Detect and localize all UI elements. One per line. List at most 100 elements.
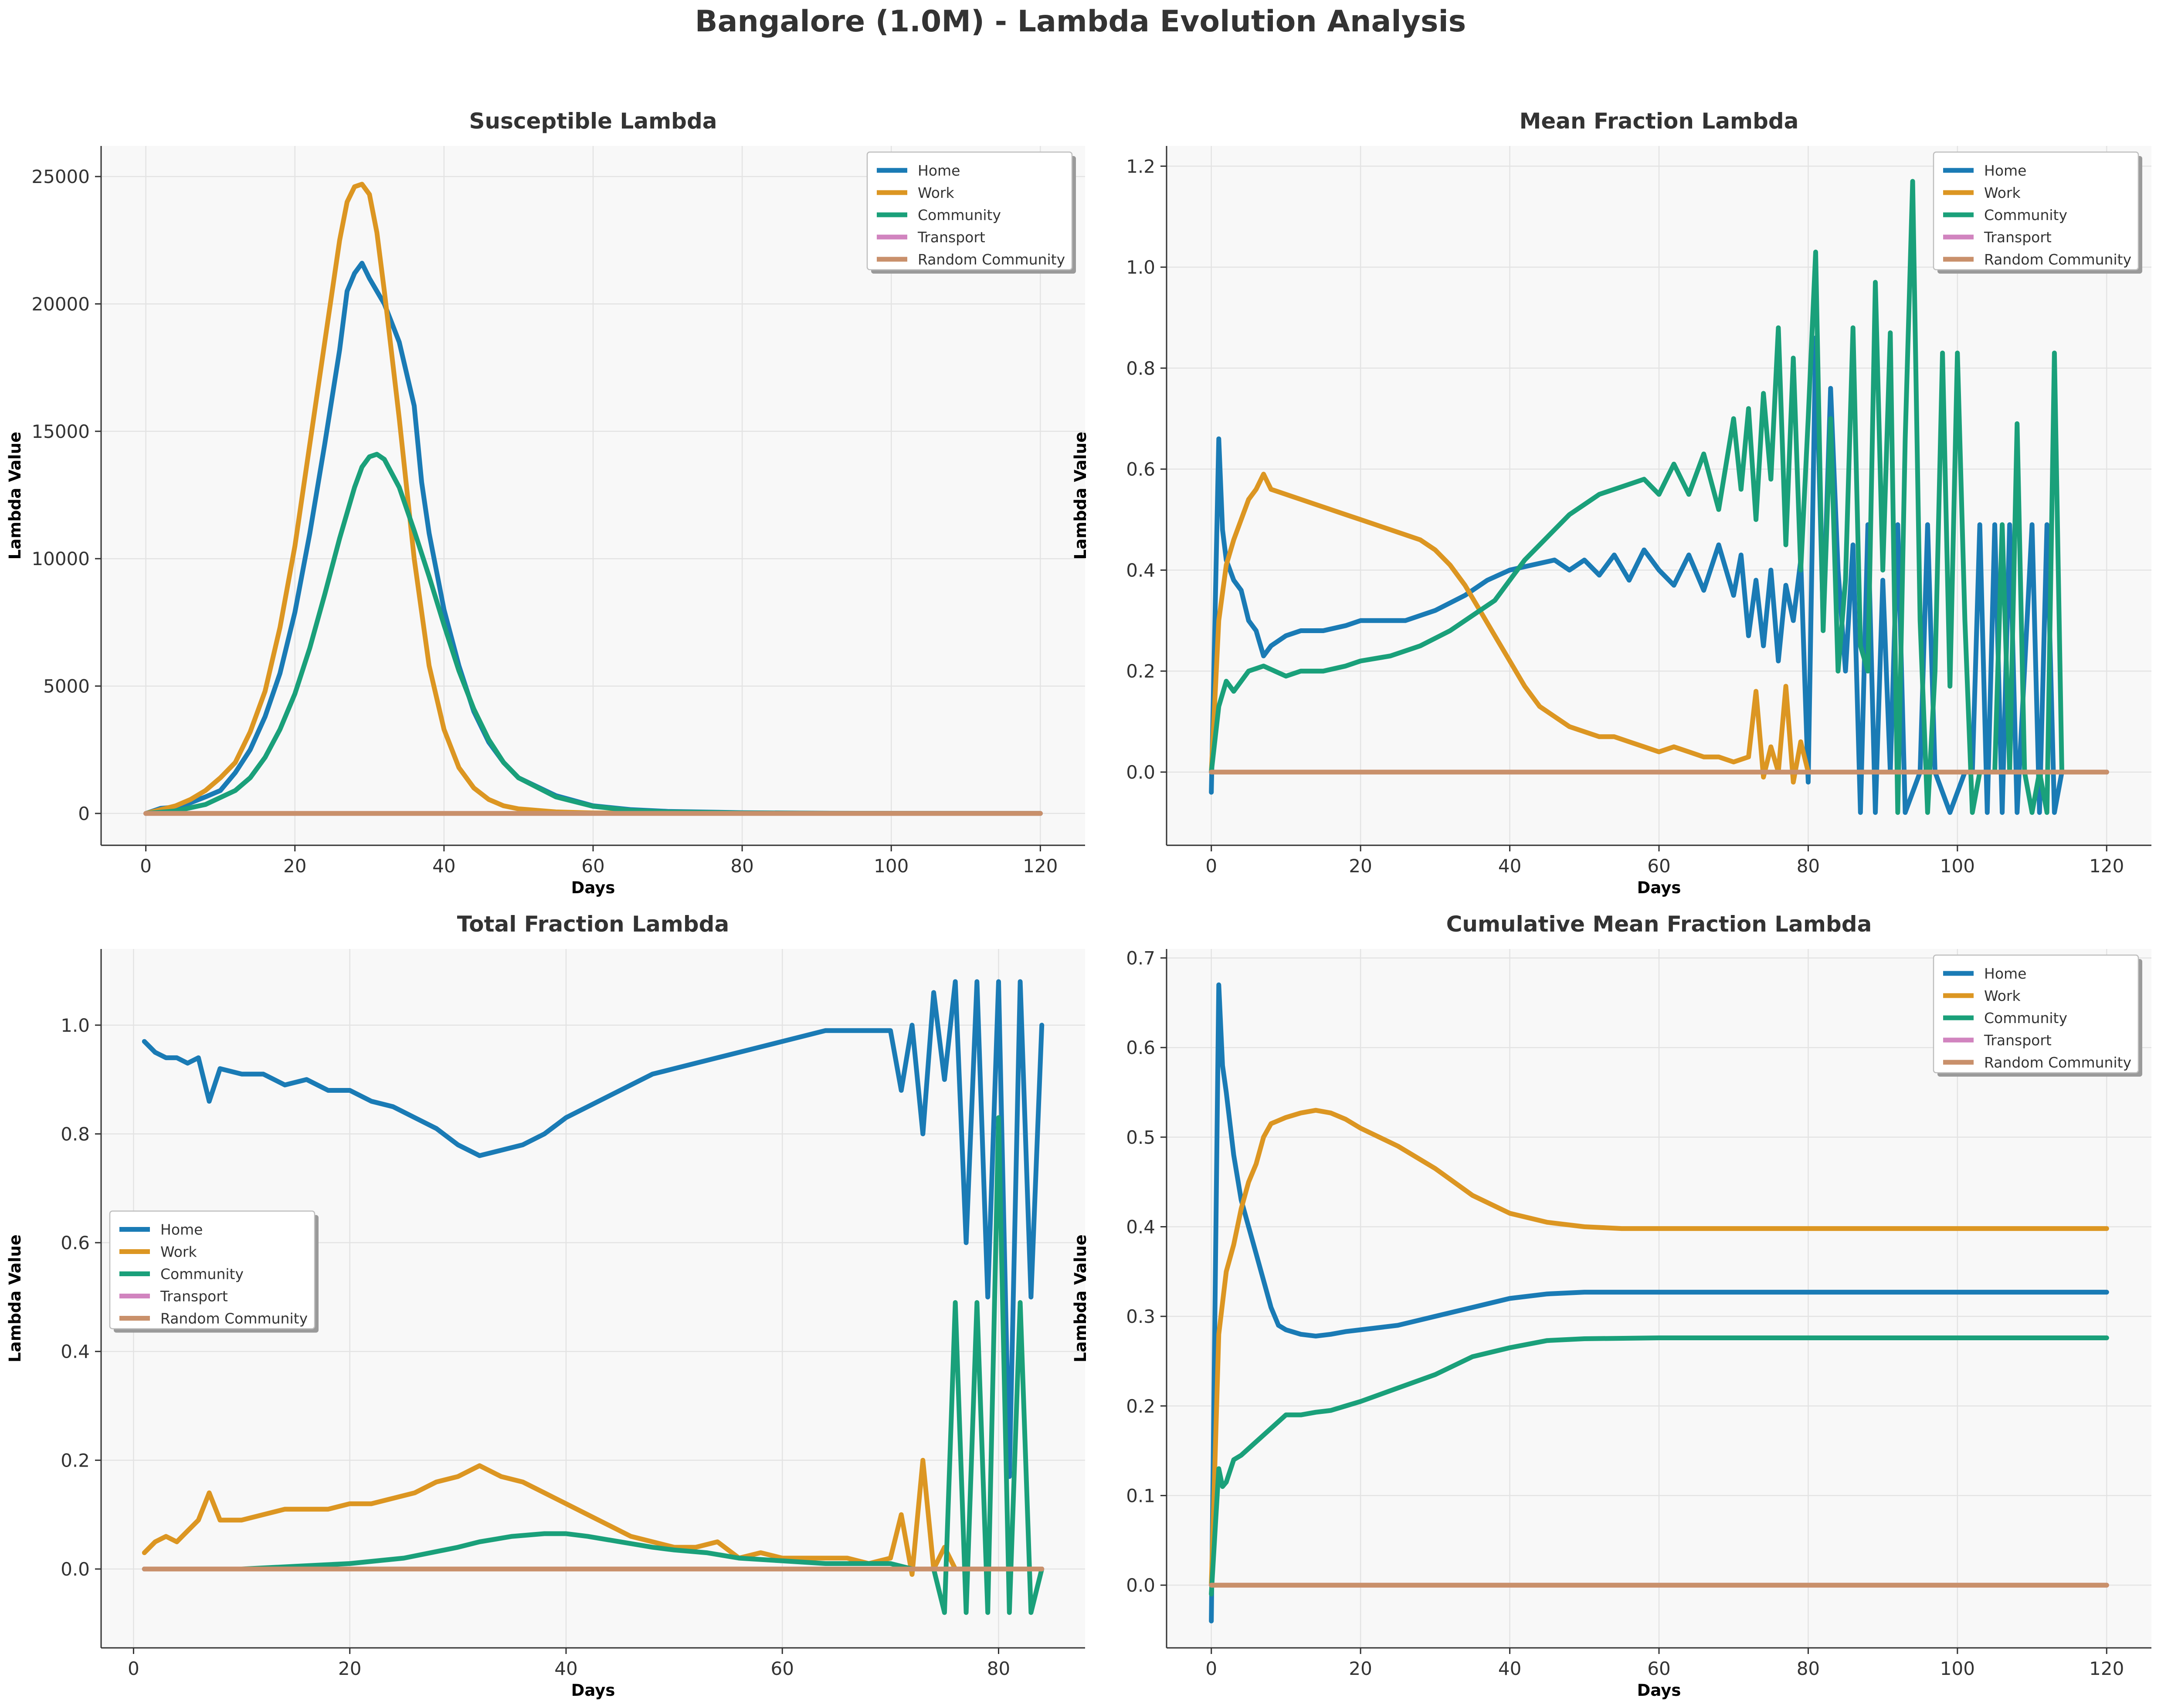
y-tick-label: 0.5 bbox=[1126, 1127, 1155, 1148]
y-tick-label: 1.0 bbox=[1126, 257, 1155, 278]
legend-label-home: Home bbox=[160, 1221, 203, 1238]
y-tick-label: 0.0 bbox=[61, 1559, 90, 1580]
x-tick-label: 60 bbox=[1647, 1658, 1670, 1679]
x-tick-label: 120 bbox=[2089, 855, 2124, 877]
y-tick-label: 0.4 bbox=[1126, 1216, 1155, 1237]
x-tick-label: 60 bbox=[581, 855, 604, 877]
legend-label-work: Work bbox=[1984, 184, 2021, 201]
legend-label-random-community: Random Community bbox=[918, 251, 1065, 268]
series-lines bbox=[142, 979, 1045, 1615]
x-tick-label: 40 bbox=[1498, 1658, 1521, 1679]
y-tick-label: 0.4 bbox=[61, 1341, 90, 1362]
series-line-work bbox=[1209, 471, 2109, 785]
series-line-work bbox=[142, 1457, 1045, 1577]
x-tick-label: 20 bbox=[283, 855, 306, 877]
x-tick-label: 100 bbox=[1940, 1658, 1975, 1679]
y-tick-label: 0.8 bbox=[1126, 358, 1155, 379]
y-tick-label: 0 bbox=[78, 803, 90, 824]
y-tick-label: 0.2 bbox=[1126, 1396, 1155, 1417]
x-tick-label: 120 bbox=[2089, 1658, 2124, 1679]
y-tick-label: 0.6 bbox=[1126, 1037, 1155, 1058]
y-tick-label: 5000 bbox=[43, 676, 90, 697]
x-axis-label: Days bbox=[571, 1681, 615, 1700]
main-title: Bangalore (1.0M) - Lambda Evolution Anal… bbox=[695, 4, 1466, 39]
series-lines bbox=[1209, 982, 2109, 1623]
legend-label-transport: Transport bbox=[1984, 229, 2052, 246]
series-line-home bbox=[142, 979, 1045, 1479]
legend-label-home: Home bbox=[1984, 965, 2026, 982]
x-tick-label: 80 bbox=[987, 1658, 1010, 1679]
x-tick-label: 0 bbox=[140, 855, 152, 877]
y-axis-label: Lambda Value bbox=[6, 432, 24, 560]
series-line-community bbox=[143, 452, 1043, 816]
panel-title: Mean Fraction Lambda bbox=[1520, 108, 1799, 134]
x-tick-label: 40 bbox=[554, 1658, 577, 1679]
panel-title: Total Fraction Lambda bbox=[457, 912, 729, 937]
y-axis-label: Lambda Value bbox=[1071, 432, 1090, 560]
x-axis-label: Days bbox=[1637, 1681, 1681, 1700]
x-tick-label: 60 bbox=[1647, 855, 1670, 877]
y-tick-label: 1.2 bbox=[1126, 156, 1155, 177]
legend-box bbox=[866, 151, 1073, 271]
x-tick-label: 100 bbox=[1940, 855, 1975, 877]
legend: Home Work Community Transport Random Communi… bbox=[866, 151, 1076, 274]
y-tick-label: 0.7 bbox=[1126, 948, 1155, 969]
y-tick-label: 0.0 bbox=[1126, 762, 1155, 783]
legend-label-random-community: Random Community bbox=[1984, 1054, 2131, 1071]
series-line-work bbox=[1209, 1108, 2109, 1588]
y-tick-label: 0.3 bbox=[1126, 1306, 1155, 1327]
y-tick-label: 25000 bbox=[31, 166, 90, 187]
legend: Home Work Community Transport Random Communi… bbox=[1933, 954, 2142, 1077]
series-lines bbox=[143, 182, 1043, 816]
legend-label-work: Work bbox=[1984, 987, 2021, 1004]
series-line-home bbox=[1209, 982, 2109, 1623]
x-tick-label: 0 bbox=[1205, 1658, 1217, 1679]
x-tick-label: 40 bbox=[432, 855, 455, 877]
x-axis-label: Days bbox=[1637, 878, 1681, 897]
legend-label-home: Home bbox=[1984, 162, 2026, 179]
legend: Home Work Community Transport Random Communi… bbox=[109, 1210, 319, 1333]
y-tick-label: 0.2 bbox=[1126, 661, 1155, 682]
x-tick-label: 100 bbox=[874, 855, 909, 877]
panel-title: Susceptible Lambda bbox=[469, 108, 717, 134]
y-tick-label: 0.0 bbox=[1126, 1575, 1155, 1596]
legend-label-work: Work bbox=[160, 1244, 197, 1261]
series-line-community bbox=[1209, 1335, 2109, 1597]
x-tick-label: 0 bbox=[1205, 855, 1217, 877]
series-line-community bbox=[1209, 179, 2109, 815]
panel-mean-fraction-lambda: 0 20 40 60 80 100 120 0.0 0.2 0.4 0.6 0.8 1.0 1.2 Mean… bbox=[1071, 108, 2151, 897]
legend-label-home: Home bbox=[918, 162, 960, 179]
x-tick-label: 20 bbox=[1349, 855, 1372, 877]
series-line-community bbox=[142, 1115, 1045, 1615]
x-tick-label: 0 bbox=[128, 1658, 139, 1679]
legend-label-community: Community bbox=[1984, 207, 2067, 224]
legend-label-random-community: Random Community bbox=[160, 1310, 308, 1327]
y-tick-label: 20000 bbox=[31, 294, 90, 315]
y-tick-label: 15000 bbox=[31, 421, 90, 442]
y-axis-label: Lambda Value bbox=[6, 1234, 24, 1362]
y-tick-label: 0.8 bbox=[61, 1123, 90, 1145]
legend-label-transport: Transport bbox=[1984, 1032, 2052, 1049]
legend-label-work: Work bbox=[918, 184, 954, 201]
panel-susceptible-lambda: 0 20 40 60 80 100 120 0 5000 10000 15000 20000 25000… bbox=[6, 108, 1085, 897]
legend-label-community: Community bbox=[160, 1266, 244, 1283]
series-lines bbox=[1209, 179, 2109, 815]
x-tick-label: 80 bbox=[730, 855, 753, 877]
x-tick-label: 80 bbox=[1797, 1658, 1820, 1679]
x-tick-label: 20 bbox=[338, 1658, 361, 1679]
legend-box bbox=[1933, 151, 2139, 271]
series-line-work bbox=[143, 182, 1043, 816]
x-tick-label: 120 bbox=[1023, 855, 1058, 877]
legend-box bbox=[1933, 954, 2139, 1074]
legend-label-community: Community bbox=[918, 207, 1001, 224]
y-tick-label: 1.0 bbox=[61, 1015, 90, 1036]
legend-label-random-community: Random Community bbox=[1984, 251, 2131, 268]
x-axis-label: Days bbox=[571, 878, 615, 897]
y-tick-label: 10000 bbox=[31, 548, 90, 569]
y-tick-label: 0.4 bbox=[1126, 559, 1155, 581]
legend: Home Work Community Transport Random Communi… bbox=[1933, 151, 2142, 274]
y-axis-label: Lambda Value bbox=[1071, 1234, 1090, 1362]
panel-cumulative-mean-fraction-lambda: 0 20 40 60 80 100 120 0.0 0.1 0.2 0.3 0.4 0.5 0.6 0.7 C… bbox=[1071, 912, 2151, 1700]
y-tick-label: 0.1 bbox=[1126, 1485, 1155, 1506]
legend-label-community: Community bbox=[1984, 1010, 2067, 1027]
